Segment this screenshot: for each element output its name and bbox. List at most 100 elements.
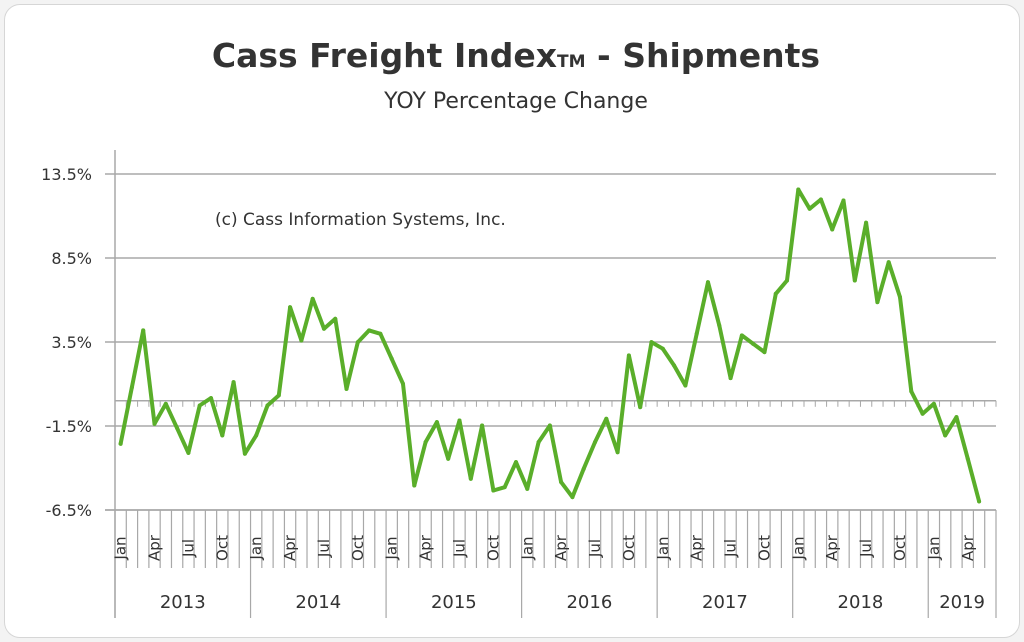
x-year-label: 2014 xyxy=(295,592,341,613)
data-point xyxy=(649,340,654,345)
x-month-label: Jan xyxy=(383,536,401,560)
data-point xyxy=(175,426,180,431)
x-month-label: Jan xyxy=(654,536,672,560)
data-point xyxy=(412,483,417,488)
data-point xyxy=(389,356,394,361)
data-point xyxy=(536,440,541,445)
data-point xyxy=(288,305,293,310)
data-point xyxy=(367,328,372,333)
data-point xyxy=(559,480,564,485)
x-month-label: Jul xyxy=(722,539,740,558)
x-month-label: Oct xyxy=(484,535,502,561)
title-suffix: - Shipments xyxy=(586,36,821,75)
data-point xyxy=(220,433,225,438)
data-point xyxy=(954,415,959,420)
x-month-label: Apr xyxy=(823,534,841,561)
data-point xyxy=(378,331,383,336)
data-point xyxy=(739,333,744,338)
data-point xyxy=(321,326,326,331)
data-point xyxy=(434,420,439,425)
data-point xyxy=(276,393,281,398)
x-year-label: 2016 xyxy=(566,592,612,613)
y-tick-label: 3.5% xyxy=(51,333,92,352)
data-point xyxy=(897,295,902,300)
data-point xyxy=(943,433,948,438)
data-point xyxy=(525,486,530,491)
data-point xyxy=(163,401,168,406)
data-point xyxy=(299,338,304,343)
data-point xyxy=(762,350,767,355)
data-point xyxy=(875,300,880,305)
data-point xyxy=(231,380,236,385)
x-month-label: Jan xyxy=(247,536,265,560)
x-month-label: Apr xyxy=(552,534,570,561)
x-month-label: Oct xyxy=(755,535,773,561)
x-year-label: 2013 xyxy=(160,592,206,613)
x-month-label: Apr xyxy=(146,534,164,561)
data-point xyxy=(626,353,631,358)
data-point xyxy=(344,386,349,391)
chart-card xyxy=(4,4,1020,638)
copyright-annotation: (c) Cass Information Systems, Inc. xyxy=(215,210,506,230)
data-point xyxy=(852,278,857,283)
data-point xyxy=(717,323,722,328)
data-point xyxy=(672,363,677,368)
data-point xyxy=(818,197,823,202)
y-tick-label: -6.5% xyxy=(46,501,92,520)
x-month-label: Oct xyxy=(620,535,638,561)
data-point xyxy=(468,476,473,481)
x-year-label: 2019 xyxy=(939,592,985,613)
data-point xyxy=(615,450,620,455)
x-month-label: Jul xyxy=(586,539,604,558)
data-point xyxy=(931,401,936,406)
x-year-label: 2018 xyxy=(838,592,884,613)
x-year-label: 2017 xyxy=(702,592,748,613)
data-point xyxy=(118,441,123,446)
data-point xyxy=(773,291,778,296)
x-month-label: Oct xyxy=(349,535,367,561)
data-point xyxy=(186,450,191,455)
data-point xyxy=(581,466,586,471)
data-point xyxy=(513,460,518,465)
x-month-label: Jul xyxy=(450,539,468,558)
trademark-mark: TM xyxy=(557,52,586,72)
x-month-label: Apr xyxy=(959,534,977,561)
data-point xyxy=(491,488,496,493)
y-tick-label: 13.5% xyxy=(41,165,92,184)
x-month-label: Jan xyxy=(112,536,130,560)
data-point xyxy=(683,383,688,388)
data-point xyxy=(796,187,801,192)
data-point xyxy=(886,260,891,265)
data-point xyxy=(638,405,643,410)
data-point xyxy=(209,396,214,401)
data-point xyxy=(355,340,360,345)
data-point xyxy=(141,328,146,333)
title-text: Cass Freight Index xyxy=(212,36,557,75)
data-point xyxy=(265,403,270,408)
data-point xyxy=(242,451,247,456)
data-point xyxy=(480,423,485,428)
data-point xyxy=(909,389,914,394)
x-month-label: Apr xyxy=(688,534,706,561)
data-point xyxy=(728,376,733,381)
y-tick-label: 8.5% xyxy=(51,249,92,268)
x-month-label: Jan xyxy=(925,536,943,560)
data-point xyxy=(694,331,699,336)
data-point xyxy=(333,316,338,321)
data-point xyxy=(129,385,134,390)
x-month-label: Oct xyxy=(891,535,909,561)
data-point xyxy=(446,456,451,461)
data-point xyxy=(965,456,970,461)
data-point xyxy=(604,416,609,421)
x-month-label: Jul xyxy=(857,539,875,558)
data-point xyxy=(401,381,406,386)
data-point xyxy=(841,198,846,203)
x-month-label: Jan xyxy=(518,536,536,560)
data-point xyxy=(660,346,665,351)
shipments-yoy-line xyxy=(118,187,982,504)
data-point xyxy=(830,227,835,232)
data-point xyxy=(152,421,157,426)
data-point xyxy=(547,423,552,428)
data-point xyxy=(864,220,869,225)
x-month-label: Apr xyxy=(417,534,435,561)
